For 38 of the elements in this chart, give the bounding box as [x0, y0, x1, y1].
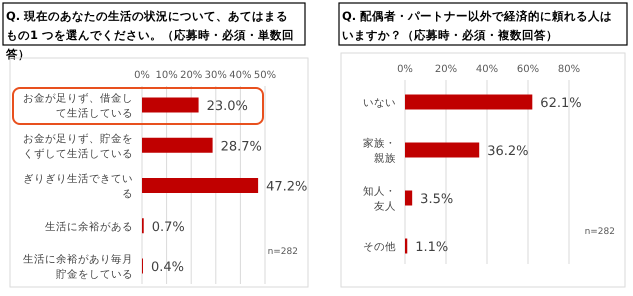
data-label: 47.2% [266, 180, 308, 194]
x-tick-label: 60% [516, 64, 540, 75]
y-tick-label: 知人・友人 [363, 186, 396, 212]
bar [142, 138, 213, 153]
y-tick-label: いない [363, 97, 396, 109]
data-label: 0.7% [152, 220, 185, 235]
text: n=282 [584, 227, 615, 237]
x-tick-label: 40% [229, 70, 252, 81]
y-tick-label: 生活に余裕がある [45, 220, 133, 233]
data-label: 3.5% [420, 192, 454, 207]
data-label: 23.0% [206, 99, 248, 114]
x-tick-label: 50% [254, 70, 276, 81]
x-tick-label: 20% [180, 70, 202, 81]
y-tick-label: ぎりぎり生活できている [23, 172, 133, 200]
x-tick-label: 30% [204, 70, 227, 81]
chart-title: Q. 配偶者・パートナー以外で経済的に頼れる人はいますか？（応募時・必須・複数回答） [342, 9, 612, 42]
data-label: 0.4% [150, 260, 184, 275]
bar [142, 178, 258, 193]
x-tick-label: 10% [155, 70, 178, 81]
bar [405, 94, 532, 110]
x-tick-label: 0% [134, 70, 150, 81]
x-tick-label: 20% [434, 64, 458, 75]
bar [405, 190, 412, 206]
y-tick-label: お金が足りず、貯金をくずして生活している [23, 132, 133, 160]
bar [405, 142, 480, 158]
data-label: 36.2% [487, 144, 529, 159]
x-tick-label: 80% [558, 64, 580, 75]
bar [142, 98, 199, 112]
y-tick-label: 家族・親族 [363, 136, 396, 164]
y-tick-label: 生活に余裕があり毎月貯金をしている [23, 252, 133, 280]
data-label: 28.7% [220, 139, 262, 154]
x-tick-label: 0% [397, 64, 413, 75]
y-tick-label: その他 [363, 241, 396, 253]
y-tick-label: お金が足りず、借金して生活している [23, 92, 133, 120]
x-tick-label: 40% [476, 64, 498, 75]
text: n=282 [268, 247, 298, 257]
data-label: 62.1% [540, 96, 582, 111]
data-label: 1.1% [415, 240, 448, 255]
